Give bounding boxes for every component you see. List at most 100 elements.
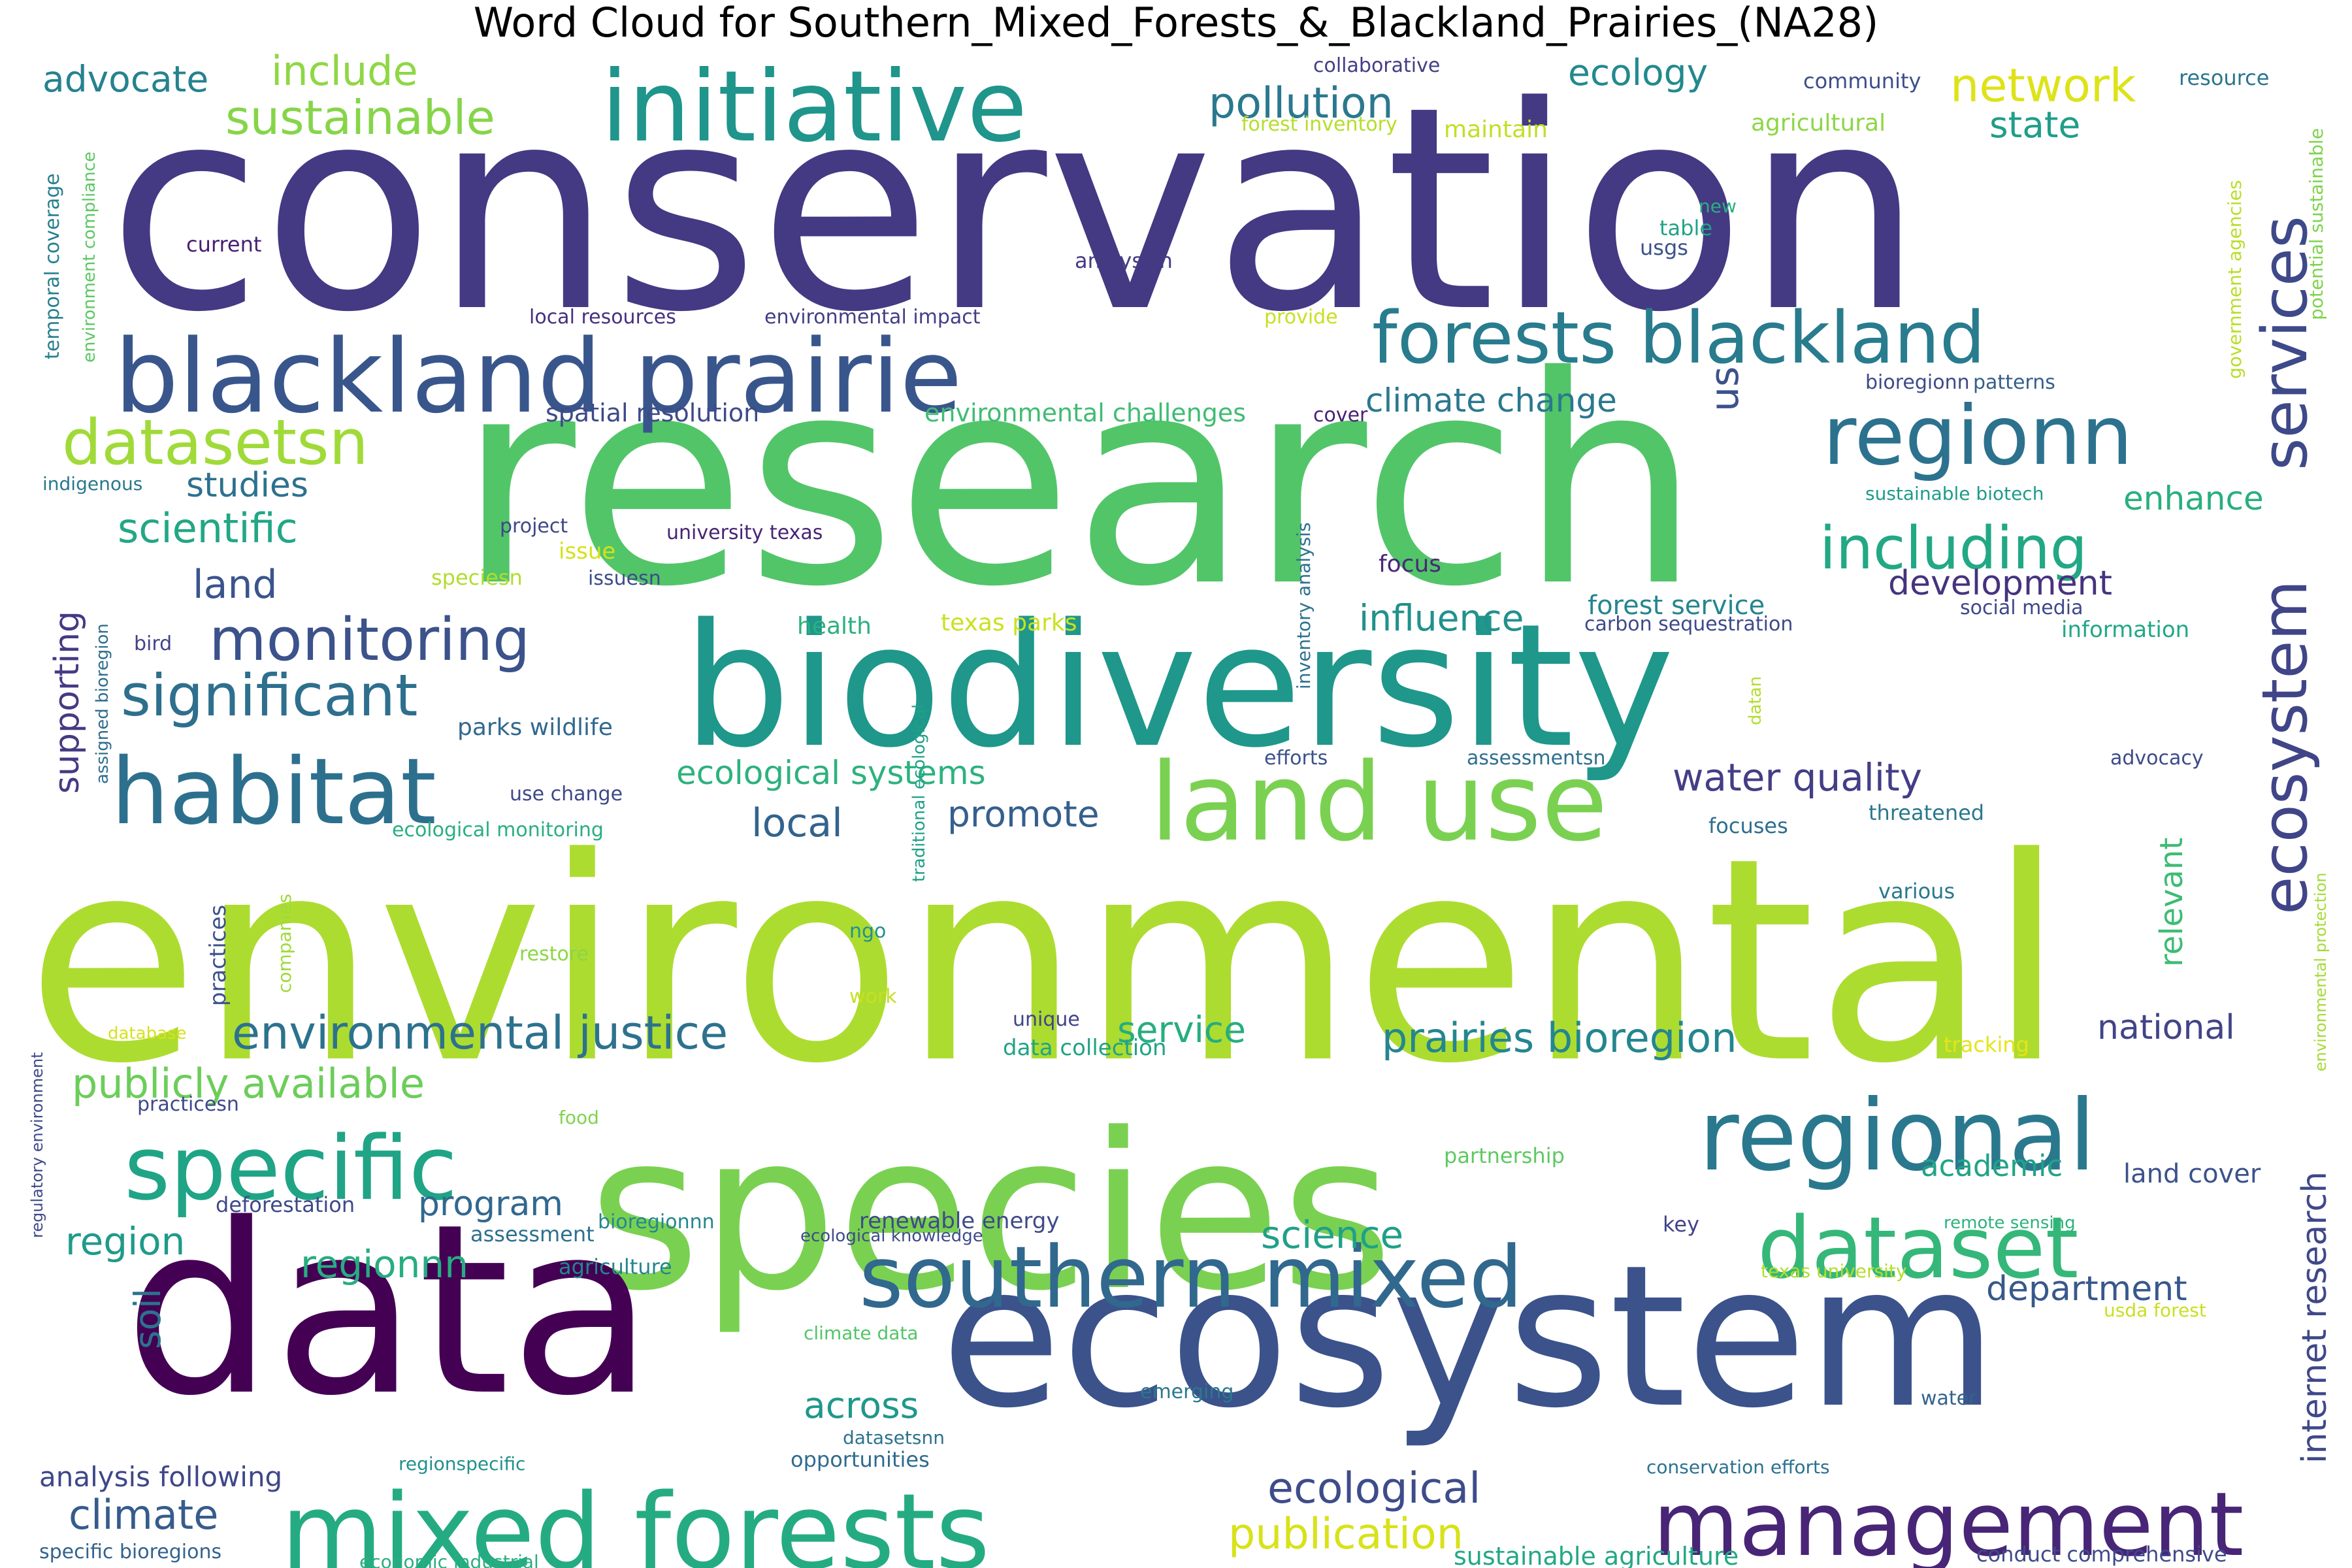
word: pollution xyxy=(1209,79,1394,128)
word: national xyxy=(2097,1008,2235,1047)
word: services xyxy=(2249,216,2321,470)
word: environmental xyxy=(26,798,2066,1125)
word: texas university xyxy=(1761,1260,1906,1282)
word: forest service xyxy=(1588,591,1765,621)
word: focuses xyxy=(1708,813,1788,838)
word: southern mixed xyxy=(859,1228,1523,1327)
word: significant xyxy=(121,662,417,729)
word: scientific xyxy=(118,504,298,552)
word: various xyxy=(1878,879,1955,904)
word: assessmentsn xyxy=(1467,747,1605,770)
word: parks wildlife xyxy=(457,714,613,741)
word: local resources xyxy=(529,306,676,329)
chart-title: Word Cloud for Southern_Mixed_Forests_&_… xyxy=(473,0,1879,46)
word: renewable energy xyxy=(859,1208,1059,1234)
word: resource xyxy=(2179,65,2269,90)
word: texas parks xyxy=(941,610,1077,636)
word: studies xyxy=(186,466,308,505)
word: assessment xyxy=(470,1222,595,1247)
word: dataset xyxy=(1757,1198,2079,1298)
word: publicly available xyxy=(72,1060,425,1107)
word: initiative xyxy=(601,50,1027,164)
word: supporting xyxy=(48,611,87,794)
word: unique xyxy=(1013,1008,1080,1031)
word: land xyxy=(193,562,278,608)
word: community xyxy=(1803,69,1921,93)
word: environmental impact xyxy=(764,306,981,329)
word: health xyxy=(797,613,872,640)
word: practices xyxy=(205,905,231,1006)
word: key xyxy=(1663,1212,1699,1237)
word: carbon sequestration xyxy=(1584,613,1793,636)
word: ecosystem xyxy=(2249,580,2321,915)
word: deforestation xyxy=(216,1192,355,1217)
word: agriculture xyxy=(559,1254,672,1279)
word: indigenous xyxy=(42,473,142,495)
word: management xyxy=(1653,1473,2244,1568)
word: land use xyxy=(1150,740,1608,865)
word: advocate xyxy=(42,58,208,100)
word: inventory analysis xyxy=(1293,522,1315,689)
word: work xyxy=(849,985,897,1008)
word: ecological systems xyxy=(676,754,986,792)
word: current xyxy=(186,232,261,257)
word: soil xyxy=(127,1288,169,1349)
word: collaborative xyxy=(1313,54,1440,77)
word: monitoring xyxy=(209,606,530,674)
word: remote sensing xyxy=(1944,1213,2076,1233)
word: environment compliance xyxy=(80,152,99,363)
word: agricultural xyxy=(1751,110,1886,137)
word: network xyxy=(1950,59,2136,112)
word: food xyxy=(559,1107,599,1128)
word: speciesn xyxy=(431,565,523,590)
word: including xyxy=(1820,514,2087,583)
word: enhance xyxy=(2123,480,2264,517)
word: regional xyxy=(1699,1079,2096,1193)
word: issuesn xyxy=(588,567,661,590)
word: tracking xyxy=(1944,1032,2029,1057)
word: bird xyxy=(134,632,172,655)
word: regionspecific xyxy=(399,1453,525,1475)
word: usda forest xyxy=(2104,1299,2206,1321)
word: publication xyxy=(1228,1510,1463,1559)
word: ngo xyxy=(849,920,886,943)
word: traditional ecological xyxy=(909,704,929,882)
word: assigned bioregion xyxy=(93,623,112,784)
word: climate change xyxy=(1365,382,1617,419)
word: government agencies xyxy=(2224,180,2246,380)
word: climate xyxy=(69,1491,218,1539)
word: local xyxy=(751,800,843,846)
word: sustainable agriculture xyxy=(1454,1542,1739,1568)
word: bioregionn xyxy=(1865,371,1970,394)
word: threatened xyxy=(1869,800,1984,825)
word: us xyxy=(1702,367,1748,412)
word: sustainable xyxy=(225,90,495,145)
word: potential sustainable xyxy=(2306,128,2327,320)
word: table xyxy=(1659,216,1712,240)
word: university texas xyxy=(666,521,823,544)
word: blackland prairie xyxy=(114,318,962,436)
word: data collection xyxy=(1003,1035,1167,1061)
word: include xyxy=(271,47,418,95)
word: prairies bioregion xyxy=(1382,1014,1737,1062)
word: water xyxy=(1921,1387,1977,1410)
word: water quality xyxy=(1673,755,1922,800)
word: state xyxy=(1989,104,2080,146)
word: land cover xyxy=(2123,1159,2261,1189)
word: regionnn xyxy=(301,1242,468,1286)
word: forests blackland xyxy=(1372,296,1985,380)
word: bioregionnn xyxy=(598,1211,715,1233)
word: influence xyxy=(1359,597,1524,639)
word: restore xyxy=(519,943,589,966)
word: ecology xyxy=(1568,52,1708,93)
word: spatial resolution xyxy=(546,399,759,427)
word: academic xyxy=(1921,1149,2063,1183)
word: department xyxy=(1986,1269,2187,1309)
word: region xyxy=(65,1219,185,1264)
word: development xyxy=(1888,564,2112,603)
word: service xyxy=(1117,1009,1246,1051)
word: datasetsnn xyxy=(843,1427,945,1448)
word: ecological xyxy=(1267,1464,1480,1513)
word: usgs xyxy=(1640,235,1688,260)
